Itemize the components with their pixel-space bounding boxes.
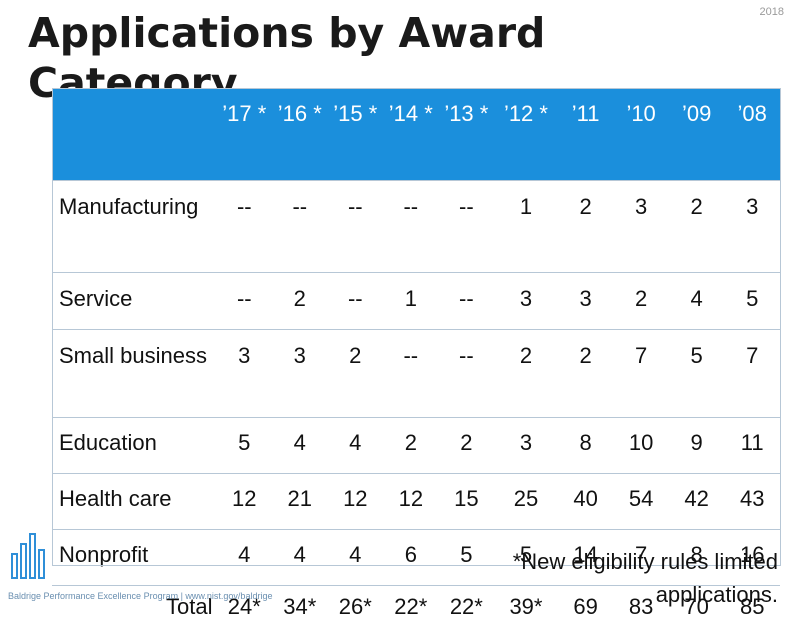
- column-header: ’15 *: [328, 88, 384, 181]
- column-header: ’14 *: [383, 88, 439, 181]
- table-cell: 54: [613, 474, 669, 530]
- table-cell: 3: [724, 181, 780, 273]
- table-cell: 40: [558, 474, 614, 530]
- baldrige-logo-icon: [8, 532, 54, 582]
- table-cell: 25: [494, 474, 558, 530]
- table-cell: 1: [494, 181, 558, 273]
- row-label: Small business: [52, 330, 217, 418]
- column-header: ’10: [613, 88, 669, 181]
- table-row: Health care 12 21 12 12 15 25 40 54 42 4…: [52, 474, 780, 530]
- table-cell: --: [272, 181, 328, 273]
- table-cell: 12: [217, 474, 273, 530]
- table-cell: 7: [724, 330, 780, 418]
- table-cell: --: [328, 181, 384, 273]
- table-cell: 21: [272, 474, 328, 530]
- total-cell: 34*: [272, 586, 328, 632]
- footer-text: Baldrige Performance Excellence Program …: [8, 591, 272, 601]
- table-cell: 3: [613, 181, 669, 273]
- column-header: ’12 *: [494, 88, 558, 181]
- table-cell: 6: [383, 530, 439, 586]
- table-cell: 4: [217, 530, 273, 586]
- table-cell: 43: [724, 474, 780, 530]
- table-cell: 12: [328, 474, 384, 530]
- column-header: ’13 *: [439, 88, 495, 181]
- table-cell: 2: [439, 418, 495, 474]
- table-cell: 2: [613, 273, 669, 330]
- table-cell: --: [217, 273, 273, 330]
- table-cell: 2: [558, 181, 614, 273]
- table-cell: 3: [494, 273, 558, 330]
- table-cell: --: [439, 273, 495, 330]
- table-cell: 2: [669, 181, 725, 273]
- header-row: ’17 * ’16 * ’15 * ’14 * ’13 * ’12 * ’11 …: [52, 88, 780, 181]
- table-cell: 2: [558, 330, 614, 418]
- table-cell: 4: [272, 418, 328, 474]
- header-corner: [52, 88, 217, 181]
- table-row: Small business 3 3 2 -- -- 2 2 7 5 7: [52, 330, 780, 418]
- table-row: Education 5 4 4 2 2 3 8 10 9 11: [52, 418, 780, 474]
- table-cell: 1: [383, 273, 439, 330]
- table-cell: 2: [383, 418, 439, 474]
- table-cell: 4: [328, 418, 384, 474]
- table-cell: 12: [383, 474, 439, 530]
- column-header: ’08: [724, 88, 780, 181]
- table-cell: 4: [328, 530, 384, 586]
- column-header: ’11: [558, 88, 614, 181]
- table-cell: 11: [724, 418, 780, 474]
- table-cell: --: [217, 181, 273, 273]
- table-cell: 2: [328, 330, 384, 418]
- row-label: Manufacturing: [52, 181, 217, 273]
- column-header: ’09: [669, 88, 725, 181]
- table-cell: 7: [613, 330, 669, 418]
- table-cell: 42: [669, 474, 725, 530]
- table-cell: 4: [669, 273, 725, 330]
- column-header: ’16 *: [272, 88, 328, 181]
- column-header: ’17 *: [217, 88, 273, 181]
- row-label: Education: [52, 418, 217, 474]
- table-cell: 8: [558, 418, 614, 474]
- total-cell: 26*: [328, 586, 384, 632]
- table-cell: --: [439, 330, 495, 418]
- table-cell: 2: [272, 273, 328, 330]
- row-label: Health care: [52, 474, 217, 530]
- table-cell: --: [383, 181, 439, 273]
- table-cell: 5: [669, 330, 725, 418]
- table-cell: --: [439, 181, 495, 273]
- total-cell: 22*: [383, 586, 439, 632]
- table-cell: 5: [724, 273, 780, 330]
- table-cell: 10: [613, 418, 669, 474]
- table-row: Service -- 2 -- 1 -- 3 3 2 4 5: [52, 273, 780, 330]
- table-cell: --: [383, 330, 439, 418]
- table-cell: 9: [669, 418, 725, 474]
- table-cell: 3: [558, 273, 614, 330]
- table-cell: 5: [217, 418, 273, 474]
- table-cell: 3: [494, 418, 558, 474]
- table-cell: 2: [494, 330, 558, 418]
- row-label: Service: [52, 273, 217, 330]
- table-cell: 3: [272, 330, 328, 418]
- year-label: 2018: [760, 6, 784, 18]
- row-label: Nonprofit: [52, 530, 217, 586]
- table-cell: --: [328, 273, 384, 330]
- footnote: *New eligibility rules limited applicati…: [470, 545, 778, 611]
- table-cell: 3: [217, 330, 273, 418]
- table-cell: 4: [272, 530, 328, 586]
- table-row: Manufacturing -- -- -- -- -- 1 2 3 2 3: [52, 181, 780, 273]
- table-cell: 15: [439, 474, 495, 530]
